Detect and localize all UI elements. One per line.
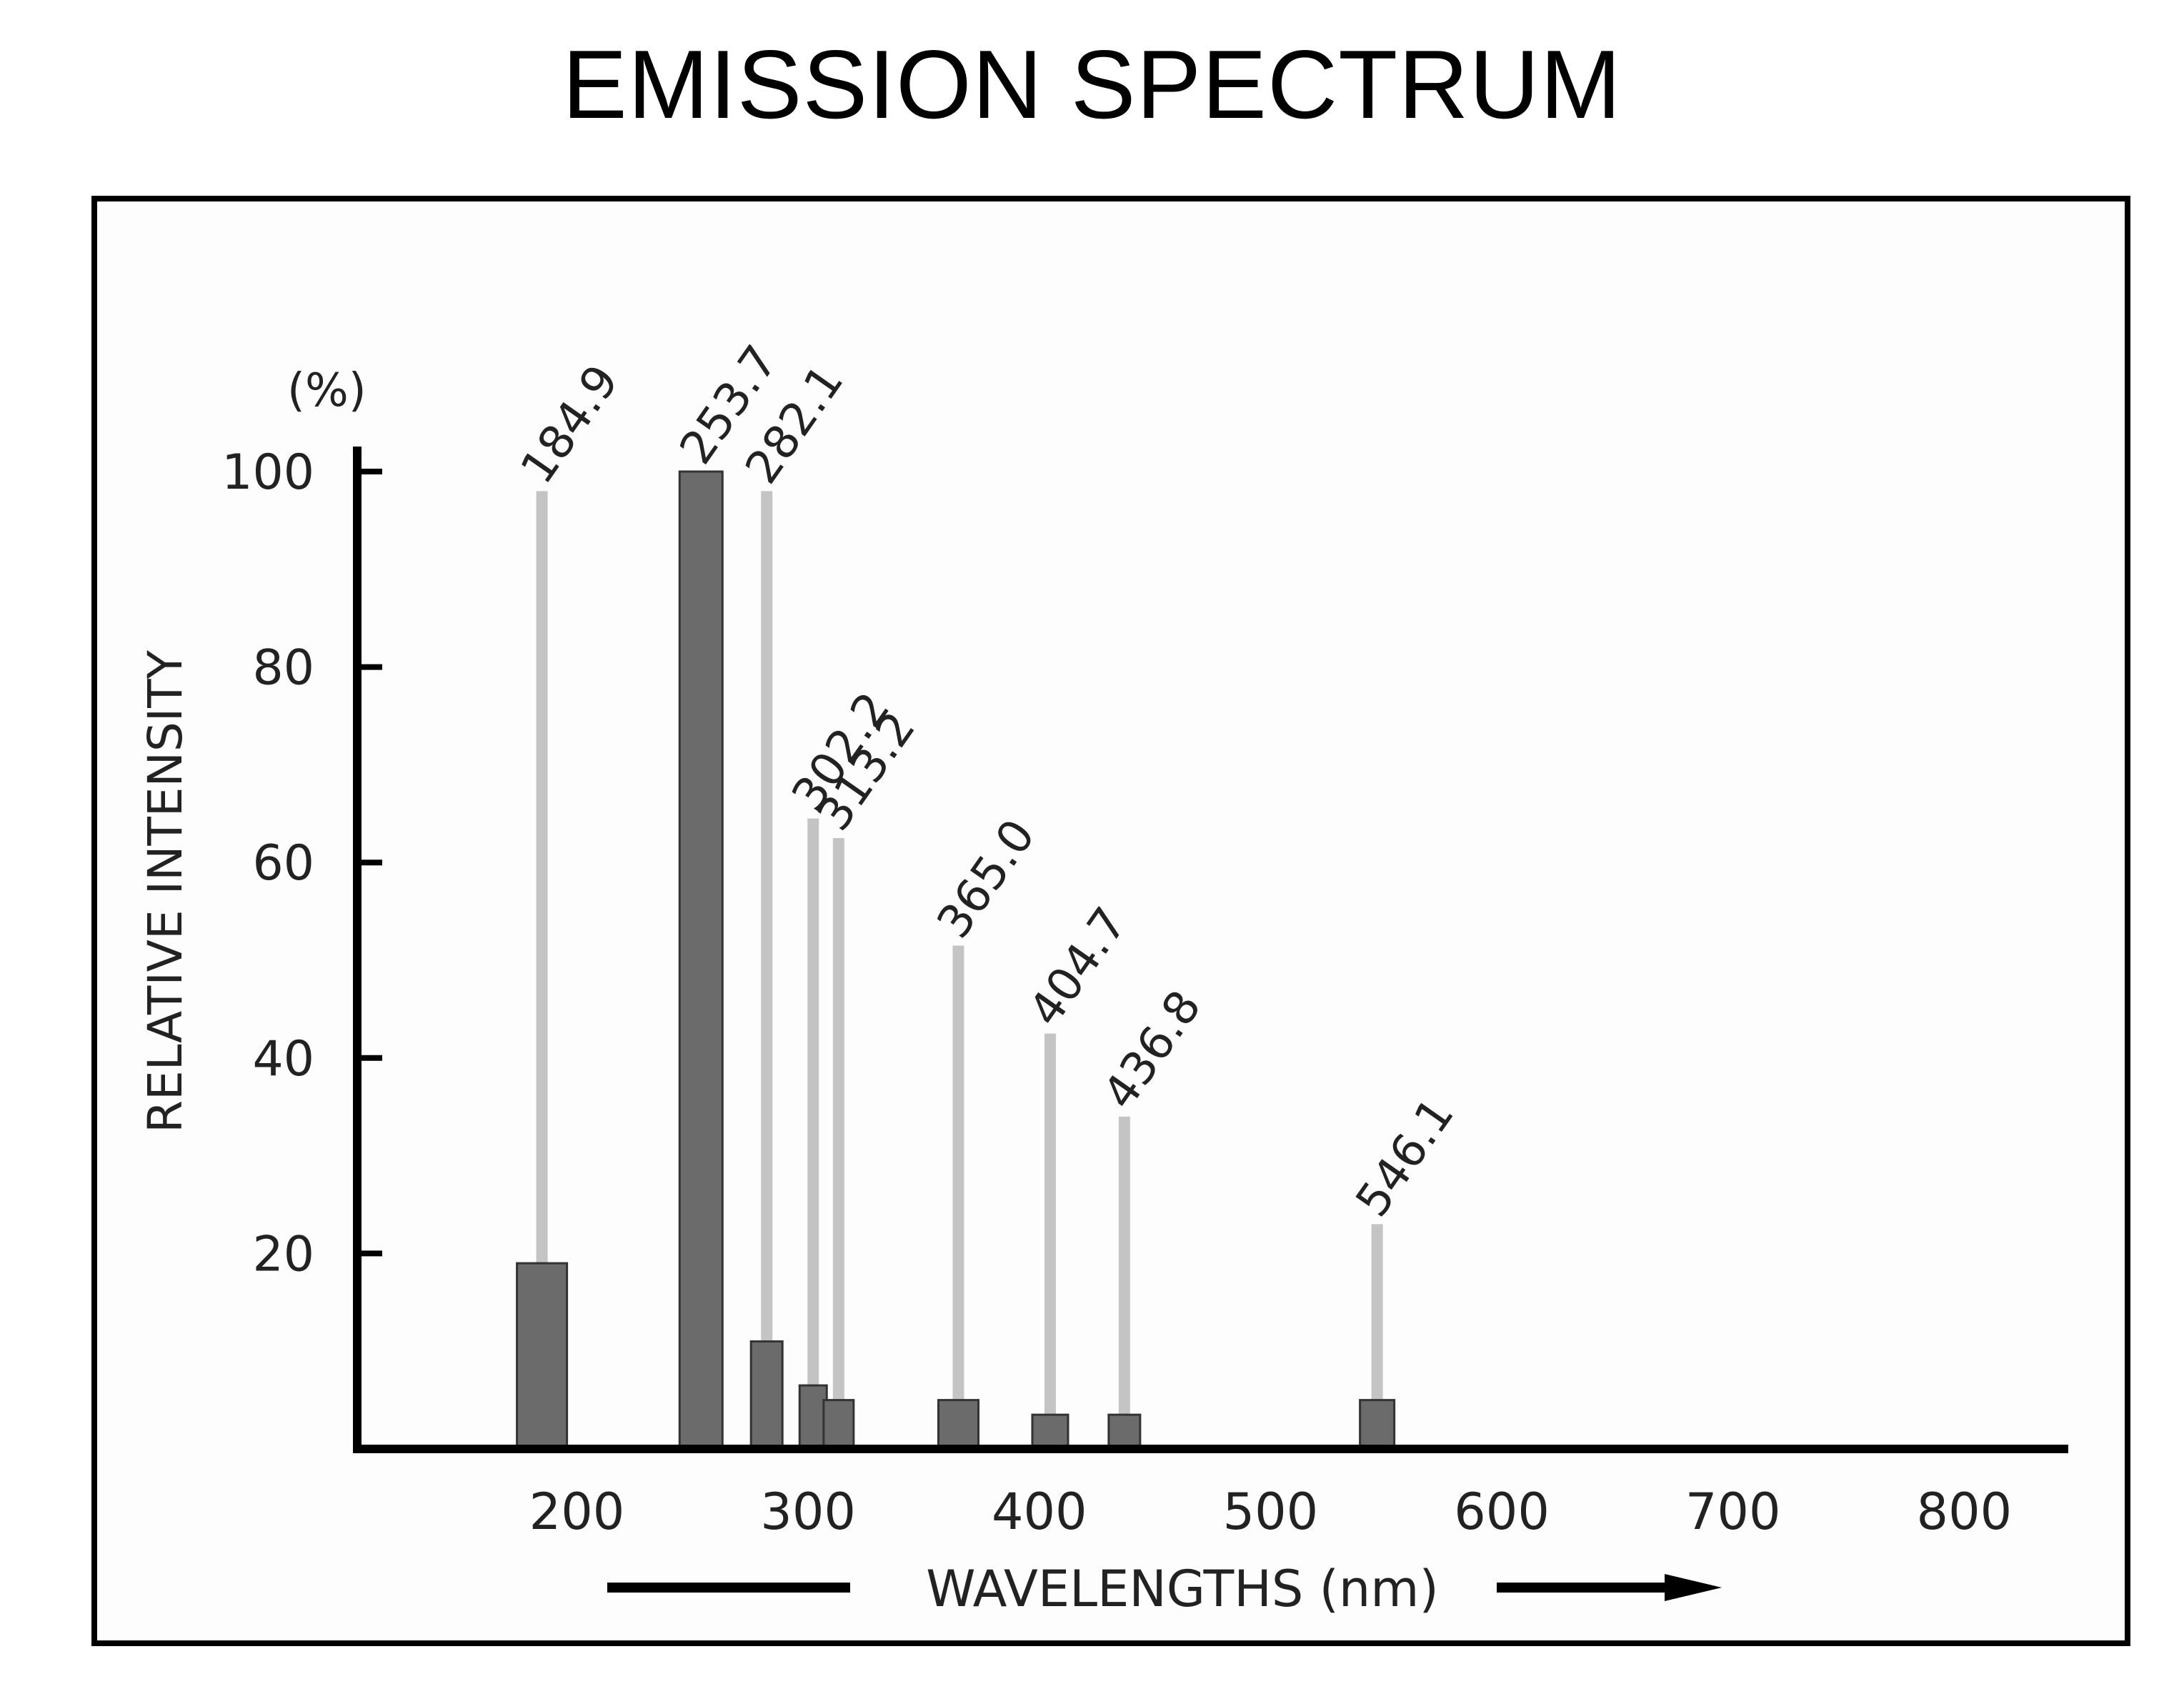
x-tick-label: 300 (760, 1483, 856, 1541)
wavelength-label: 184.9 (511, 356, 629, 494)
x-ticks: 200 300 400 500 600 700 800 (529, 1483, 2013, 1541)
chart-title: EMISSION SPECTRUM (562, 30, 1622, 139)
x-tick-label: 200 (529, 1483, 625, 1541)
x-tick-label: 700 (1685, 1483, 1781, 1541)
wavelength-label: 436.8 (1093, 982, 1212, 1120)
y-tick-label: 60 (252, 835, 314, 892)
y-tick-label: 80 (252, 640, 314, 697)
x-tick-label: 500 (1223, 1483, 1319, 1541)
spectral-line-bar (678, 470, 724, 1450)
wavelength-label: 404.7 (1019, 898, 1137, 1036)
x-tick-label: 400 (992, 1483, 1087, 1541)
y-tick-label: 40 (252, 1031, 314, 1087)
spectral-line-bar (937, 1399, 979, 1450)
y-unit-label: (%) (287, 364, 367, 417)
spectral-line-bar (1031, 1413, 1069, 1450)
spectral-line-bar (1107, 1413, 1142, 1450)
x-tick-label: 800 (1917, 1483, 2013, 1541)
spectral-line-bar (1359, 1399, 1396, 1450)
arrow-head-icon (1665, 1574, 1722, 1601)
leader-lines (536, 491, 1383, 1415)
wavelength-label: 546.1 (1346, 1089, 1465, 1227)
y-ticks: 20 40 60 80 100 (221, 444, 382, 1282)
spectral-line-bar (822, 1399, 855, 1450)
line-labels: 184.9 253.7282.1302.2313.2365.0404.7436.8… (511, 337, 1465, 1227)
y-tick-label: 100 (221, 444, 314, 501)
x-axis-label: WAVELENGTHS (nm) (926, 1560, 1439, 1618)
bars (516, 470, 1396, 1450)
chart-frame (91, 196, 2130, 1646)
spectral-line-bar (749, 1340, 784, 1450)
axes (353, 447, 2068, 1453)
x-axis-label-group: WAVELENGTHS (nm) (607, 1560, 1722, 1618)
wavelength-label: 365.0 (927, 810, 1046, 948)
y-tick-label: 20 (252, 1226, 314, 1282)
spectral-line-bar (516, 1262, 569, 1450)
x-tick-label: 600 (1454, 1483, 1550, 1541)
y-axis-label: RELATIVE INTENSITY (138, 649, 193, 1132)
